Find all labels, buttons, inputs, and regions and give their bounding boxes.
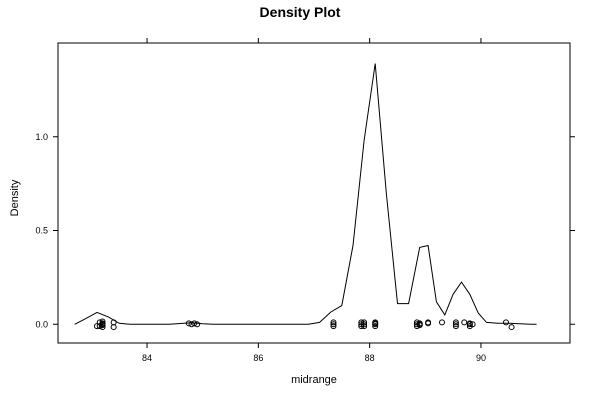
- data-point: [330, 323, 337, 330]
- data-point: [185, 320, 192, 327]
- data-point: [466, 320, 473, 327]
- axis-ticks: 84 86 88 90 0.0 0.5 1.0: [35, 38, 575, 363]
- data-point: [425, 320, 432, 327]
- data-point: [191, 320, 198, 327]
- data-point: [452, 323, 459, 330]
- chart-title: Density Plot: [260, 4, 341, 20]
- y-tick-label: 1.0: [35, 132, 48, 142]
- data-point: [194, 321, 201, 328]
- data-point: [99, 318, 106, 325]
- x-tick-label: 88: [365, 353, 375, 363]
- plot-frame: [57, 42, 571, 344]
- density-line: [74, 63, 537, 325]
- data-point: [361, 321, 368, 328]
- data-point: [503, 319, 509, 326]
- y-tick-label: 0.0: [35, 319, 48, 329]
- data-point: [508, 324, 515, 331]
- data-point: [416, 321, 423, 328]
- data-point: [439, 319, 445, 326]
- x-tick-label: 84: [142, 353, 152, 363]
- data-point: [330, 321, 337, 328]
- data-point: [188, 321, 195, 328]
- x-axis-label: midrange: [291, 374, 337, 386]
- data-point: [110, 324, 117, 331]
- x-tick-label: 90: [476, 353, 486, 363]
- data-point: [469, 321, 476, 328]
- data-point: [361, 323, 368, 330]
- data-point: [330, 319, 337, 326]
- y-axis-label: Density: [9, 179, 21, 216]
- data-point: [372, 320, 379, 327]
- data-point: [413, 321, 420, 328]
- data-point: [461, 319, 468, 326]
- x-tick-label: 86: [253, 353, 263, 363]
- y-tick-label: 0.5: [35, 226, 48, 236]
- chart-marks: [74, 63, 537, 331]
- data-point: [452, 319, 459, 326]
- data-point: [93, 323, 100, 330]
- data-point: [372, 323, 379, 330]
- data-point: [99, 324, 106, 331]
- data-point: [452, 321, 459, 328]
- data-point: [361, 319, 368, 326]
- data-point: [99, 321, 106, 328]
